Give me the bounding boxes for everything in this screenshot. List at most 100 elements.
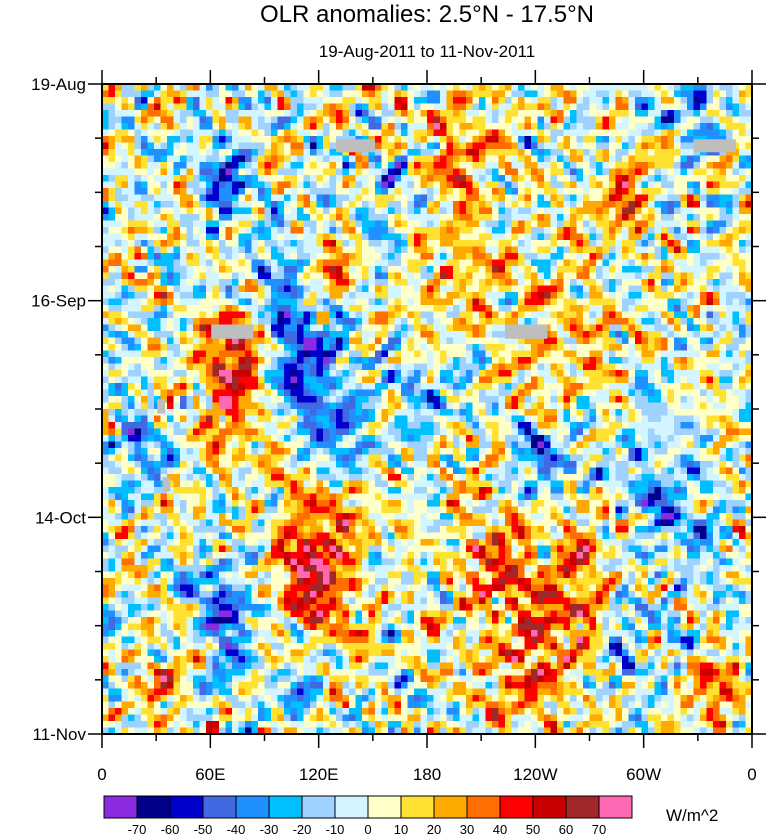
- heatmap-cell: [732, 129, 740, 137]
- heatmap-cell: [199, 227, 207, 234]
- heatmap-cell: [147, 240, 155, 247]
- heatmap-cell: [375, 402, 382, 410]
- heatmap-cell: [609, 396, 616, 403]
- heatmap-cell: [297, 97, 304, 104]
- heatmap-cell: [407, 90, 415, 98]
- heatmap-cell: [615, 194, 623, 202]
- heatmap-cell: [440, 337, 447, 345]
- heatmap-cell: [648, 350, 655, 358]
- heatmap-cell: [342, 253, 350, 260]
- heatmap-cell: [186, 162, 194, 169]
- heatmap-cell: [563, 155, 571, 163]
- heatmap-cell: [206, 376, 213, 384]
- heatmap-cell: [420, 123, 428, 130]
- heatmap-cell: [232, 194, 239, 202]
- heatmap-cell: [466, 318, 473, 325]
- heatmap-cell: [628, 292, 636, 299]
- heatmap-cell: [323, 272, 330, 280]
- heatmap-cell: [706, 292, 714, 299]
- heatmap-cell: [355, 357, 363, 364]
- heatmap-cell: [661, 402, 668, 410]
- heatmap-cell: [479, 253, 486, 260]
- heatmap-cell: [557, 285, 564, 293]
- heatmap-cell: [108, 207, 116, 215]
- heatmap-cell: [440, 214, 447, 221]
- heatmap-cell: [446, 129, 454, 137]
- heatmap-cell: [680, 259, 688, 267]
- heatmap-cell: [433, 266, 441, 273]
- heatmap-cell: [739, 389, 746, 397]
- heatmap-cell: [173, 220, 181, 228]
- heatmap-cell: [219, 246, 226, 254]
- heatmap-cell: [206, 272, 213, 280]
- heatmap-cell: [290, 168, 298, 176]
- heatmap-cell: [349, 188, 356, 195]
- heatmap-cell: [700, 155, 707, 163]
- heatmap-cell: [693, 168, 701, 176]
- heatmap-cell: [433, 272, 441, 280]
- heatmap-cell: [277, 331, 285, 338]
- heatmap-cell: [518, 357, 525, 364]
- heatmap-cell: [596, 370, 603, 377]
- heatmap-cell: [739, 357, 746, 364]
- heatmap-cell: [550, 233, 558, 241]
- heatmap-cell: [433, 253, 441, 260]
- heatmap-cell: [128, 318, 135, 325]
- heatmap-cell: [232, 318, 239, 325]
- heatmap-cell: [355, 305, 363, 312]
- heatmap-cell: [531, 383, 538, 390]
- heatmap-cell: [251, 240, 259, 247]
- heatmap-cell: [654, 136, 662, 143]
- heatmap-cell: [505, 292, 512, 299]
- heatmap-cell: [570, 253, 577, 260]
- heatmap-cell: [524, 168, 532, 176]
- heatmap-cell: [700, 370, 707, 377]
- heatmap-cell: [518, 207, 525, 215]
- heatmap-cell: [128, 337, 135, 345]
- heatmap-cell: [238, 298, 246, 306]
- heatmap-cell: [550, 97, 558, 104]
- heatmap-cell: [466, 188, 473, 195]
- heatmap-cell: [687, 324, 694, 332]
- heatmap-cell: [349, 110, 356, 117]
- heatmap-cell: [245, 285, 252, 293]
- heatmap-cell: [609, 292, 616, 299]
- heatmap-cell: [310, 370, 317, 377]
- heatmap-cell: [700, 194, 707, 202]
- heatmap-cell: [284, 207, 291, 215]
- heatmap-cell: [459, 227, 467, 234]
- heatmap-cell: [693, 344, 701, 351]
- heatmap-cell: [570, 396, 577, 403]
- heatmap-cell: [271, 285, 278, 293]
- heatmap-cell: [225, 168, 233, 176]
- heatmap-cell: [368, 214, 376, 221]
- heatmap-cell: [745, 324, 753, 332]
- heatmap-cell: [531, 363, 538, 371]
- heatmap-cell: [570, 350, 577, 358]
- heatmap-cell: [602, 155, 610, 163]
- heatmap-cell: [654, 129, 662, 137]
- heatmap-cell: [531, 298, 538, 306]
- heatmap-cell: [531, 84, 538, 91]
- heatmap-cell: [160, 311, 168, 319]
- heatmap-cell: [700, 227, 707, 234]
- heatmap-cell: [102, 240, 109, 247]
- heatmap-cell: [381, 318, 389, 325]
- heatmap-cell: [349, 220, 356, 228]
- heatmap-cell: [134, 103, 142, 111]
- heatmap-cell: [583, 142, 590, 150]
- heatmap-cell: [193, 233, 200, 241]
- heatmap-cell: [745, 298, 753, 306]
- heatmap-cell: [550, 389, 558, 397]
- heatmap-cell: [394, 123, 402, 130]
- heatmap-cell: [674, 188, 681, 195]
- heatmap-cell: [570, 376, 577, 384]
- heatmap-cell: [388, 214, 395, 221]
- heatmap-cell: [141, 194, 148, 202]
- heatmap-cell: [583, 305, 590, 312]
- heatmap-cell: [355, 292, 363, 299]
- heatmap-cell: [693, 402, 701, 410]
- heatmap-cell: [446, 298, 454, 306]
- heatmap-cell: [284, 285, 291, 293]
- heatmap-cell: [433, 90, 441, 98]
